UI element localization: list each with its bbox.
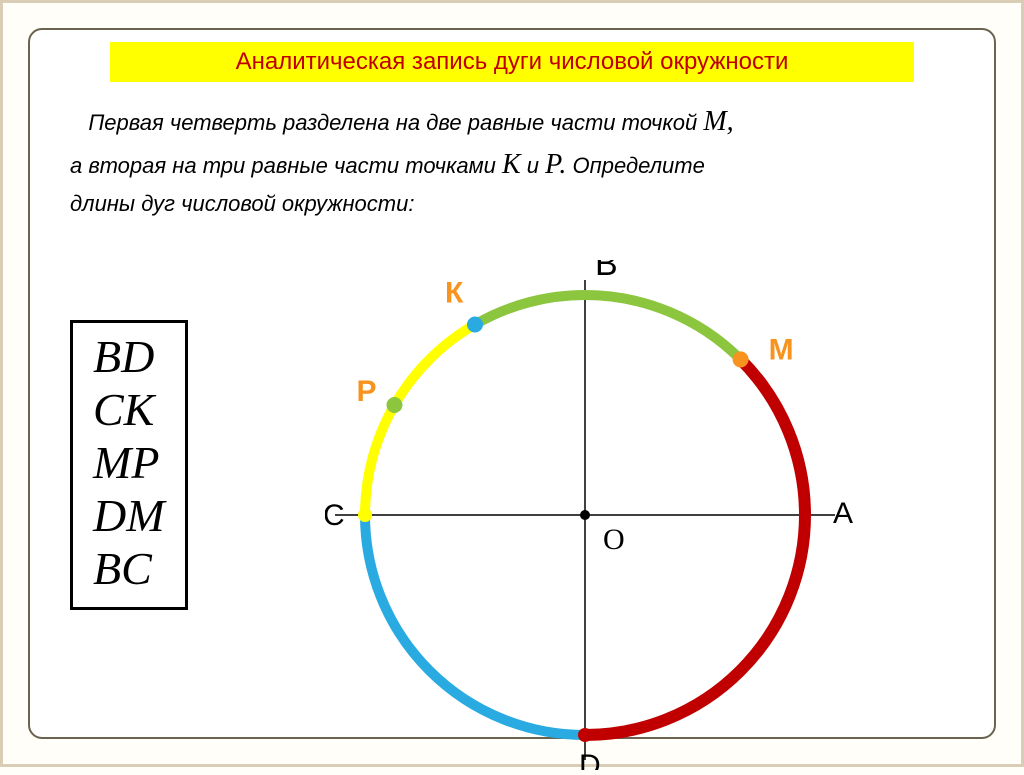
svg-text:Р: Р — [356, 375, 376, 408]
slide: Аналитическая запись дуги числовой окруж… — [0, 0, 1024, 767]
slide-title: Аналитическая запись дуги числовой окруж… — [110, 42, 914, 82]
arc-item: MP — [93, 437, 165, 490]
circle-diagram: ОАВСDМКР — [325, 260, 875, 770]
point-m: М, — [703, 106, 733, 137]
arc-item: CK — [93, 384, 165, 437]
svg-text:В: В — [595, 260, 618, 283]
arc-item: DM — [93, 490, 165, 543]
text: Первая четверть разделена на две равные … — [88, 110, 703, 135]
point-k: К — [502, 149, 521, 180]
arc-item: BC — [93, 543, 165, 596]
svg-text:К: К — [445, 276, 464, 309]
point-p: Р. — [545, 149, 566, 180]
svg-text:О: О — [603, 523, 625, 556]
svg-text:А: А — [833, 497, 853, 530]
text: и — [521, 153, 545, 178]
arc-item: BD — [93, 331, 165, 384]
svg-text:М: М — [769, 333, 794, 366]
text: длины дуг числовой окружности: — [70, 191, 414, 216]
text: а вторая на три равные части точками — [70, 153, 502, 178]
text: Определите — [566, 153, 704, 178]
problem-text: Первая четверть разделена на две равные … — [70, 100, 954, 221]
arc-list-box: BD CK MP DM BC — [70, 320, 188, 610]
svg-text:С: С — [325, 499, 345, 532]
content-frame: Аналитическая запись дуги числовой окруж… — [28, 28, 996, 739]
